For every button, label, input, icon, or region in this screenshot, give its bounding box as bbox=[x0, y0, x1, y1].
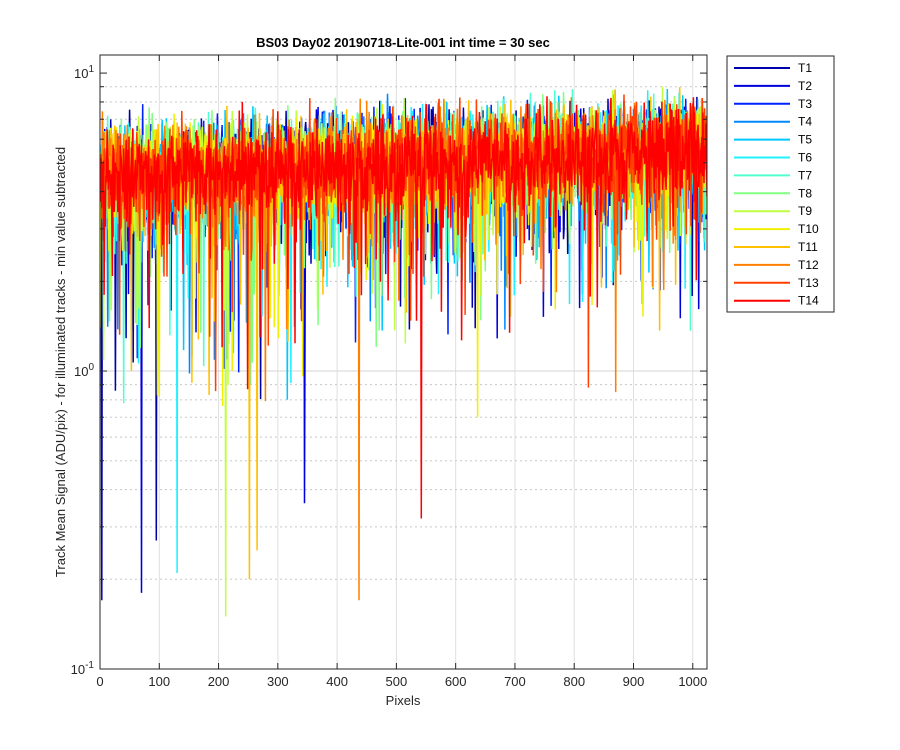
x-axis-label: Pixels bbox=[386, 693, 421, 708]
legend-box bbox=[726, 55, 835, 313]
series-line-t14 bbox=[100, 96, 707, 519]
data-series bbox=[100, 86, 707, 617]
legend-label-t13: T13 bbox=[798, 276, 819, 290]
legend-label-t11: T11 bbox=[798, 240, 818, 254]
legend-label-t2: T2 bbox=[798, 79, 812, 93]
legend-label-t1: T1 bbox=[798, 61, 812, 75]
legend-label-t7: T7 bbox=[798, 168, 812, 182]
legend: T1 T2 T3 T4 T5 T6 T7 T8 T9 T10 T11 T12 T13 T14 bbox=[726, 55, 835, 313]
legend-label-t14: T14 bbox=[798, 294, 819, 308]
y-tick-label: 10-1 bbox=[71, 660, 95, 677]
legend-label-t4: T4 bbox=[798, 115, 812, 129]
legend-label-t12: T12 bbox=[798, 258, 819, 272]
legend-label-t10: T10 bbox=[798, 222, 819, 236]
x-tick-label: 300 bbox=[267, 674, 289, 689]
y-axis-label: Track Mean Signal (ADU/pix) - for illumi… bbox=[53, 147, 68, 577]
x-tick-label: 600 bbox=[445, 674, 467, 689]
legend-label-t6: T6 bbox=[798, 151, 812, 165]
legend-label-t9: T9 bbox=[798, 204, 812, 218]
legend-label-t5: T5 bbox=[798, 133, 812, 147]
x-tick-label: 200 bbox=[208, 674, 230, 689]
y-tick-label: 100 bbox=[74, 362, 94, 379]
x-tick-label: 0 bbox=[96, 674, 103, 689]
x-tick-label: 100 bbox=[148, 674, 170, 689]
legend-label-t8: T8 bbox=[798, 186, 812, 200]
x-tick-label: 400 bbox=[326, 674, 348, 689]
chart-title: BS03 Day02 20190718-Lite-001 int time = … bbox=[256, 35, 550, 50]
y-tick-label: 101 bbox=[74, 64, 94, 81]
axis-ticks: 0 100 200 300 400 500 600 700 800 900 1000 10-1 100 1… bbox=[71, 55, 707, 689]
x-tick-label: 700 bbox=[504, 674, 526, 689]
x-tick-label: 1000 bbox=[678, 674, 707, 689]
x-tick-label: 900 bbox=[623, 674, 645, 689]
x-tick-label: 500 bbox=[386, 674, 408, 689]
x-tick-label: 800 bbox=[563, 674, 585, 689]
legend-label-t3: T3 bbox=[798, 97, 812, 111]
plot-border bbox=[99, 54, 708, 670]
